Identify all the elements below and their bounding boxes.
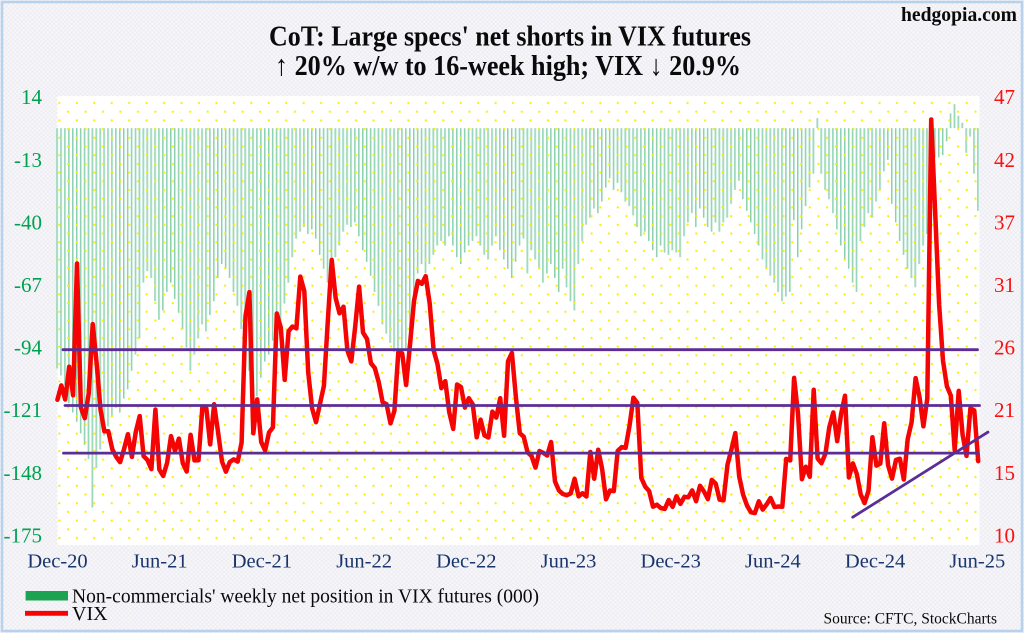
svg-text:15: 15: [994, 461, 1015, 485]
svg-text:-94: -94: [14, 336, 42, 360]
svg-text:14: 14: [21, 85, 43, 109]
svg-text:Dec-24: Dec-24: [845, 551, 905, 573]
svg-text:Jun-25: Jun-25: [949, 551, 1005, 573]
svg-text:Dec-22: Dec-22: [436, 551, 496, 573]
svg-text:Dec-21: Dec-21: [232, 551, 292, 573]
svg-text:Dec-20: Dec-20: [27, 551, 87, 573]
svg-text:Jun-24: Jun-24: [745, 551, 801, 573]
svg-text:CoT: Large specs' net shorts i: CoT: Large specs' net shorts in VIX futu…: [269, 21, 751, 53]
svg-text:31: 31: [994, 273, 1015, 297]
svg-text:↑ 20% w/w to 16-week high; VIX: ↑ 20% w/w to 16-week high; VIX ↓ 20.9%: [275, 50, 741, 82]
svg-text:-67: -67: [14, 273, 42, 297]
svg-text:-121: -121: [4, 398, 43, 422]
svg-text:Source: CFTC, StockCharts: Source: CFTC, StockCharts: [823, 611, 997, 628]
svg-text:42: 42: [994, 148, 1015, 172]
svg-text:26: 26: [994, 336, 1015, 360]
svg-text:VIX: VIX: [72, 603, 108, 625]
svg-text:-40: -40: [14, 210, 42, 234]
svg-text:-148: -148: [4, 461, 43, 485]
svg-text:hedgopia.com: hedgopia.com: [901, 5, 1017, 26]
svg-text:21: 21: [994, 398, 1015, 422]
svg-text:Jun-23: Jun-23: [541, 551, 597, 573]
svg-text:Non-commercials' weekly net po: Non-commercials' weekly net position in …: [72, 586, 539, 608]
svg-text:-13: -13: [14, 148, 42, 172]
svg-text:37: 37: [994, 210, 1015, 234]
svg-text:Jun-22: Jun-22: [336, 551, 392, 573]
svg-text:Jun-21: Jun-21: [132, 551, 188, 573]
svg-text:10: 10: [994, 523, 1015, 547]
svg-text:Dec-23: Dec-23: [641, 551, 701, 573]
svg-text:47: 47: [994, 85, 1015, 109]
svg-text:-175: -175: [4, 523, 43, 547]
